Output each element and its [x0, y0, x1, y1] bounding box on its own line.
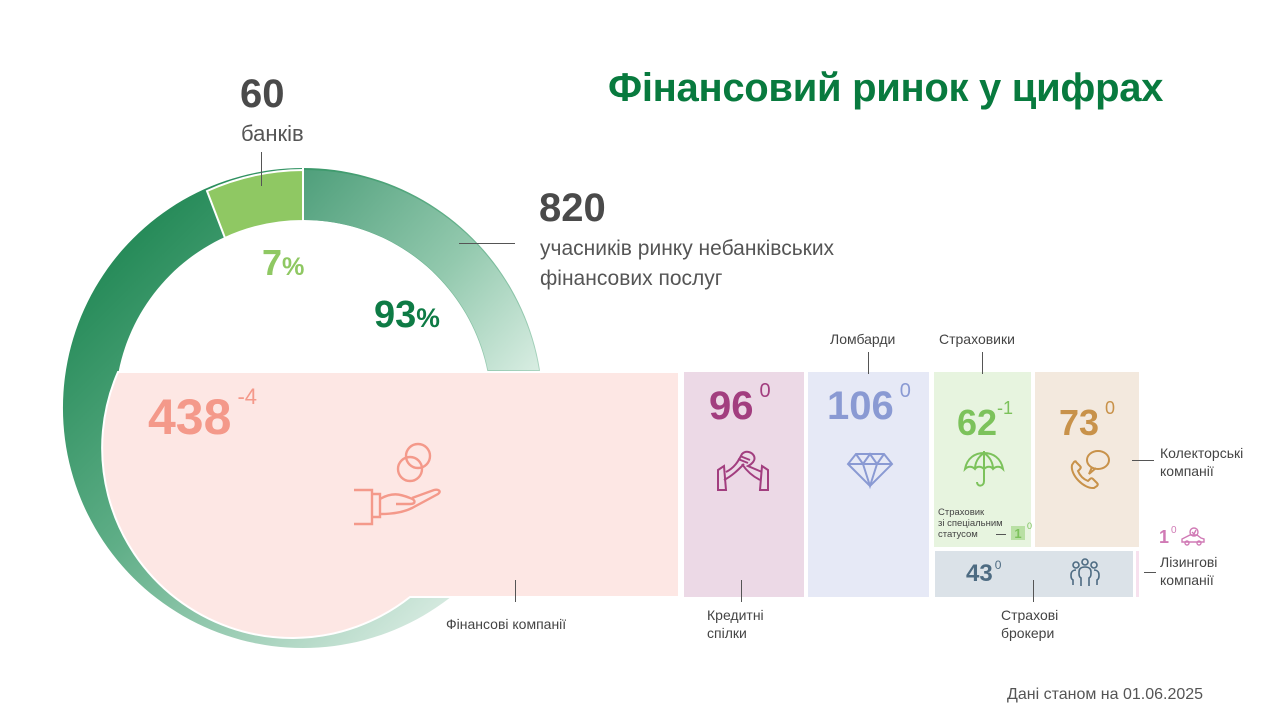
leasing-box	[1136, 551, 1139, 597]
data-date-footer: Дані станом на 01.06.2025	[1007, 686, 1204, 703]
pawnshops-label: Ломбарди	[830, 331, 896, 347]
people-icon	[1070, 558, 1100, 586]
nonbank-leader-line	[459, 243, 515, 244]
insurance-brokers-leader	[1033, 580, 1034, 602]
insurance-brokers-box	[935, 551, 1133, 597]
leasing-leader	[1144, 572, 1156, 573]
pawnshops-value: 106 0	[827, 380, 911, 428]
umbrella-icon	[963, 451, 1005, 487]
handshake-icon	[717, 450, 769, 491]
nonbank-percent: 93%	[374, 294, 440, 336]
special-insurer-label: Страховик зі спеціальним статусом	[938, 507, 1003, 540]
collectors-label: Колекторські компанії	[1160, 445, 1244, 479]
special-insurer-leader	[996, 534, 1006, 535]
insurance-brokers-label: Страхові брокери	[1001, 607, 1059, 641]
credit-unions-box	[684, 372, 804, 597]
insurers-value: 62-1	[957, 398, 1014, 443]
special-insurer-value: 1	[1011, 526, 1025, 541]
credit-unions-leader	[741, 580, 742, 602]
nonbank-label: учасників ринку небанківських фінансових…	[540, 237, 835, 290]
pawnshops-leader	[868, 352, 869, 374]
finance-companies-leader	[515, 580, 516, 602]
insurers-label: Страховики	[939, 331, 1015, 347]
banks-leader-line	[261, 152, 262, 186]
banks-percent: 7%	[262, 242, 305, 283]
nonbank-count: 820	[539, 186, 606, 230]
leasing-label: Лізингові компанії	[1160, 554, 1218, 588]
banks-count: 60	[240, 72, 285, 116]
banks-label: банків	[241, 121, 304, 146]
finance-companies-label: Фінансові компанії	[446, 616, 567, 632]
phone-chat-icon	[1070, 450, 1110, 490]
insurers-leader	[982, 352, 983, 374]
special-insurer-change: 0	[1027, 521, 1033, 531]
insurers-box	[934, 372, 1031, 547]
donut-segment-banks	[205, 168, 304, 240]
collectors-value: 73 0	[1059, 398, 1116, 443]
page-title: Фінансовий ринок у цифрах	[608, 66, 1164, 110]
credit-unions-label: Кредитні спілки	[707, 607, 764, 641]
diamond-icon	[846, 452, 894, 490]
hand-coins-icon	[354, 442, 441, 526]
collectors-leader	[1132, 460, 1154, 461]
car-icon	[1181, 527, 1205, 546]
finance-companies-value: 438 -4	[148, 384, 257, 445]
credit-unions-value: 96 0	[709, 380, 771, 428]
insurance-brokers-value: 43 0	[966, 558, 1002, 587]
